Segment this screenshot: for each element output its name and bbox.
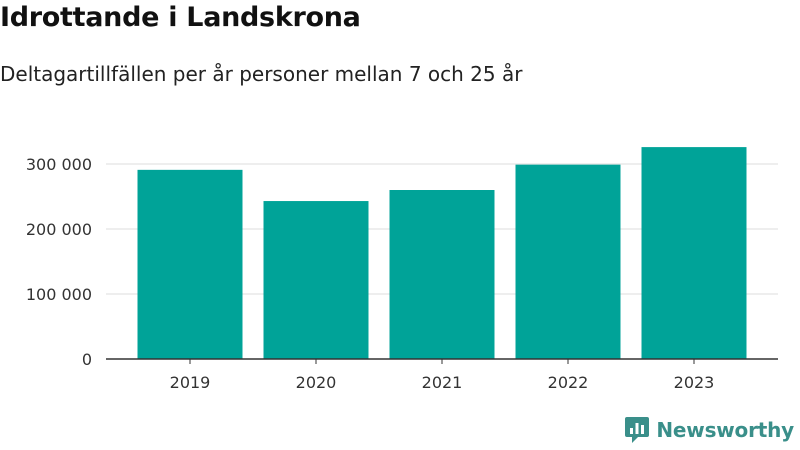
x-tick-label: 2020 [296,373,337,392]
x-tick-label: 2022 [548,373,589,392]
newsworthy-logo-icon [625,417,650,443]
x-tick-label: 2023 [674,373,715,392]
newsworthy-brand: Newsworthy [624,416,794,444]
y-tick-label: 100 000 [26,285,92,304]
x-tick-label: 2021 [422,373,463,392]
y-tick-label: 300 000 [26,155,92,174]
y-tick-label: 0 [82,350,92,369]
bar [515,164,621,359]
bar [137,169,243,359]
bar [389,190,495,359]
bar [263,201,369,359]
x-tick-label: 2019 [170,373,211,392]
chart-title: Idrottande i Landskrona [0,2,361,33]
bar [641,147,747,359]
y-tick-label: 200 000 [26,220,92,239]
chart-subtitle: Deltagartillfällen per år personer mella… [0,62,523,86]
brand-name: Newsworthy [656,418,794,442]
